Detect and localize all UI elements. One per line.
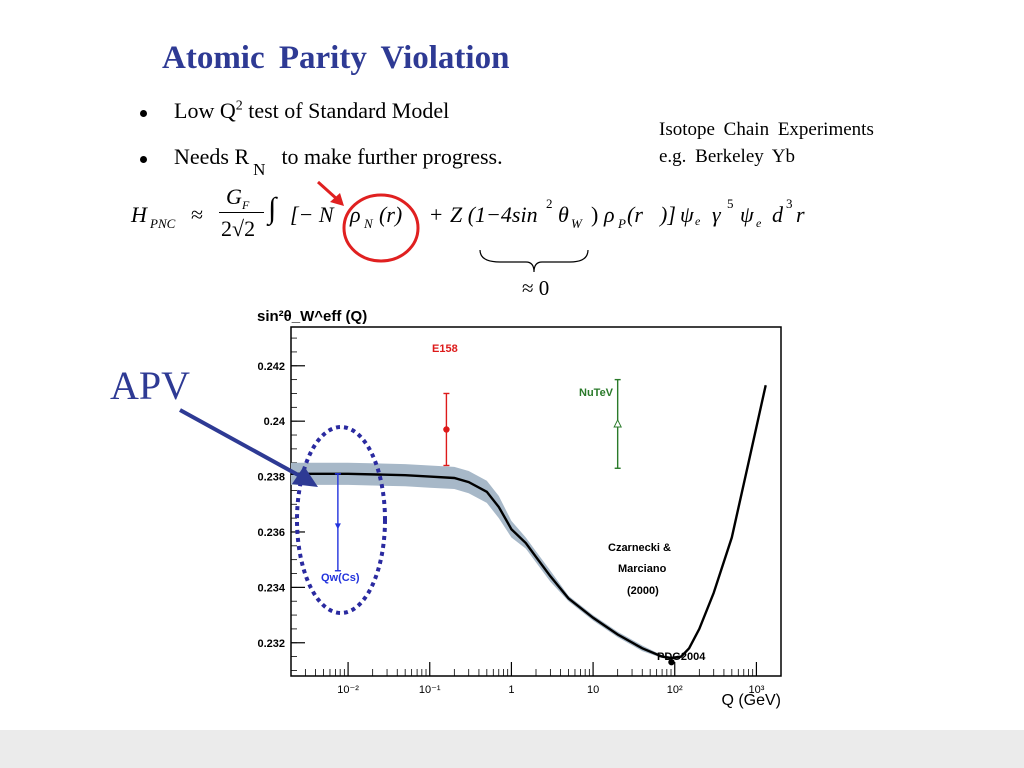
label-e158: E158 — [432, 343, 458, 355]
x-tick-label: 10⁻² — [337, 684, 359, 696]
x-tick-label: 10² — [667, 684, 683, 696]
eq-theta-sub: W — [571, 216, 582, 231]
label-qw-cs: Qw(Cs) — [321, 572, 360, 584]
eq-psi-tail: ψ — [680, 202, 694, 227]
annotation-year: (2000) — [627, 585, 659, 597]
x-axis-label: Q (GeV) — [721, 692, 781, 709]
annotation-marciano: Marciano — [618, 563, 667, 575]
eq-brace-label: ≈ 0 — [522, 276, 550, 300]
bullet-text: Low Q — [174, 98, 236, 123]
apv-label: APV — [110, 363, 191, 408]
bullet-dot — [140, 156, 147, 163]
label-nutev: NuTeV — [579, 387, 614, 399]
equation-annotations — [316, 180, 589, 273]
apv-highlight-ellipse — [295, 425, 387, 615]
eq-plus: + — [430, 202, 443, 227]
red-arrow-head — [330, 193, 344, 206]
eq-rho-n: ρ — [350, 202, 361, 227]
bullet-text: test of Standard Model — [242, 98, 450, 123]
superscript: 2 — [235, 98, 243, 114]
eq-theta: θ — [558, 202, 569, 227]
x-tick-label: 1 — [508, 684, 514, 696]
y-axis-label: sin²θ_W^eff (Q) — [257, 308, 367, 325]
underbrace — [479, 249, 589, 273]
eq-d-sup: 3 — [786, 196, 793, 211]
bullet-dot — [140, 110, 147, 117]
uncertainty-band — [291, 383, 766, 660]
side-note-line-1: Isotope Chain Experiments — [659, 119, 874, 140]
slide-title: Atomic Parity Violation — [162, 40, 510, 76]
bullet-text: Needs R — [174, 144, 250, 169]
eq-gamma-sup: 5 — [727, 196, 734, 211]
eq-approx: ≈ — [191, 202, 204, 227]
eq-close-paren: ) — [591, 202, 599, 227]
eq-psi2: ψ — [740, 202, 754, 227]
red-arrow-line — [316, 180, 340, 202]
eq-frac-den: 2√2 — [221, 216, 256, 241]
eq-arg1: (r) — [379, 202, 403, 227]
y-tick-label: 0.234 — [257, 582, 285, 594]
point-e158 — [443, 426, 450, 433]
eq-term1: [− N — [290, 202, 334, 227]
chart-layer: 0.232 0.234 0.236 0.238 0.24 0.242 10⁻² 10⁻¹ 1 10… — [179, 308, 782, 709]
bullet-needs-rn: Needs RNto make further progress. — [174, 144, 503, 179]
x-tick-label: 10³ — [748, 684, 764, 696]
eq-lhs: H — [131, 202, 147, 227]
bullet-low-q2: Low Q2 test of Standard Model — [174, 98, 449, 124]
plot-frame — [290, 326, 782, 677]
eq-gamma: γ — [712, 202, 721, 227]
eq-psi-sub: e — [695, 214, 701, 228]
y-tick-label: 0.242 — [257, 361, 285, 373]
eq-rho-p-sub: P — [618, 216, 626, 231]
y-tick-label: 0.238 — [257, 472, 285, 484]
annotation-czarnecki: Czarnecki & — [608, 542, 671, 554]
point-qw-cs — [334, 523, 341, 530]
y-tick-label: 0.24 — [264, 416, 286, 428]
label-pdg2004: PDG2004 — [657, 651, 706, 663]
eq-frac-num-sub: F — [242, 198, 250, 212]
eq-arg2: (r⃗)] — [627, 202, 676, 227]
equation: H PNC ≈ G F 2√2 ∫ [− N ρ N (r) + Z (1−4s… — [0, 0, 1024, 300]
eq-d: d — [772, 202, 783, 227]
side-note-line-2: e.g. Berkeley Yb — [659, 146, 796, 167]
y-tick-label: 0.236 — [257, 527, 285, 539]
eq-rho-n-sub: N — [364, 216, 373, 231]
eq-rho-p: ρ — [604, 202, 615, 227]
point-nutev — [613, 418, 622, 428]
x-tick-label: 10⁻¹ — [419, 684, 441, 696]
subscript: N — [253, 160, 266, 180]
x-tick-label: 10 — [587, 684, 599, 696]
fraction-bar — [219, 212, 264, 213]
eq-psi2-sub: e — [756, 216, 762, 230]
eq-sin-sup: 2 — [546, 196, 553, 211]
red-circle-highlight — [342, 193, 420, 263]
bullet-text: to make further progress. — [281, 144, 503, 169]
eq-r: r — [796, 202, 805, 227]
point-pdg2004 — [668, 658, 675, 666]
running-curve-line — [291, 384, 767, 660]
slide-footer-bar — [0, 730, 1024, 768]
apv-arrow-line — [179, 408, 301, 478]
y-tick-label: 0.232 — [257, 638, 285, 650]
eq-term2: Z (1−4sin — [450, 202, 538, 227]
apv-arrow-head — [292, 466, 318, 487]
eq-frac-num: G — [226, 184, 242, 209]
eq-integral: ∫ — [268, 192, 277, 225]
running-weak-mixing-angle-chart: 0.232 0.234 0.236 0.238 0.24 0.242 10⁻² 10⁻¹ 1 10… — [179, 308, 782, 709]
eq-lhs-sub: PNC — [150, 216, 176, 231]
